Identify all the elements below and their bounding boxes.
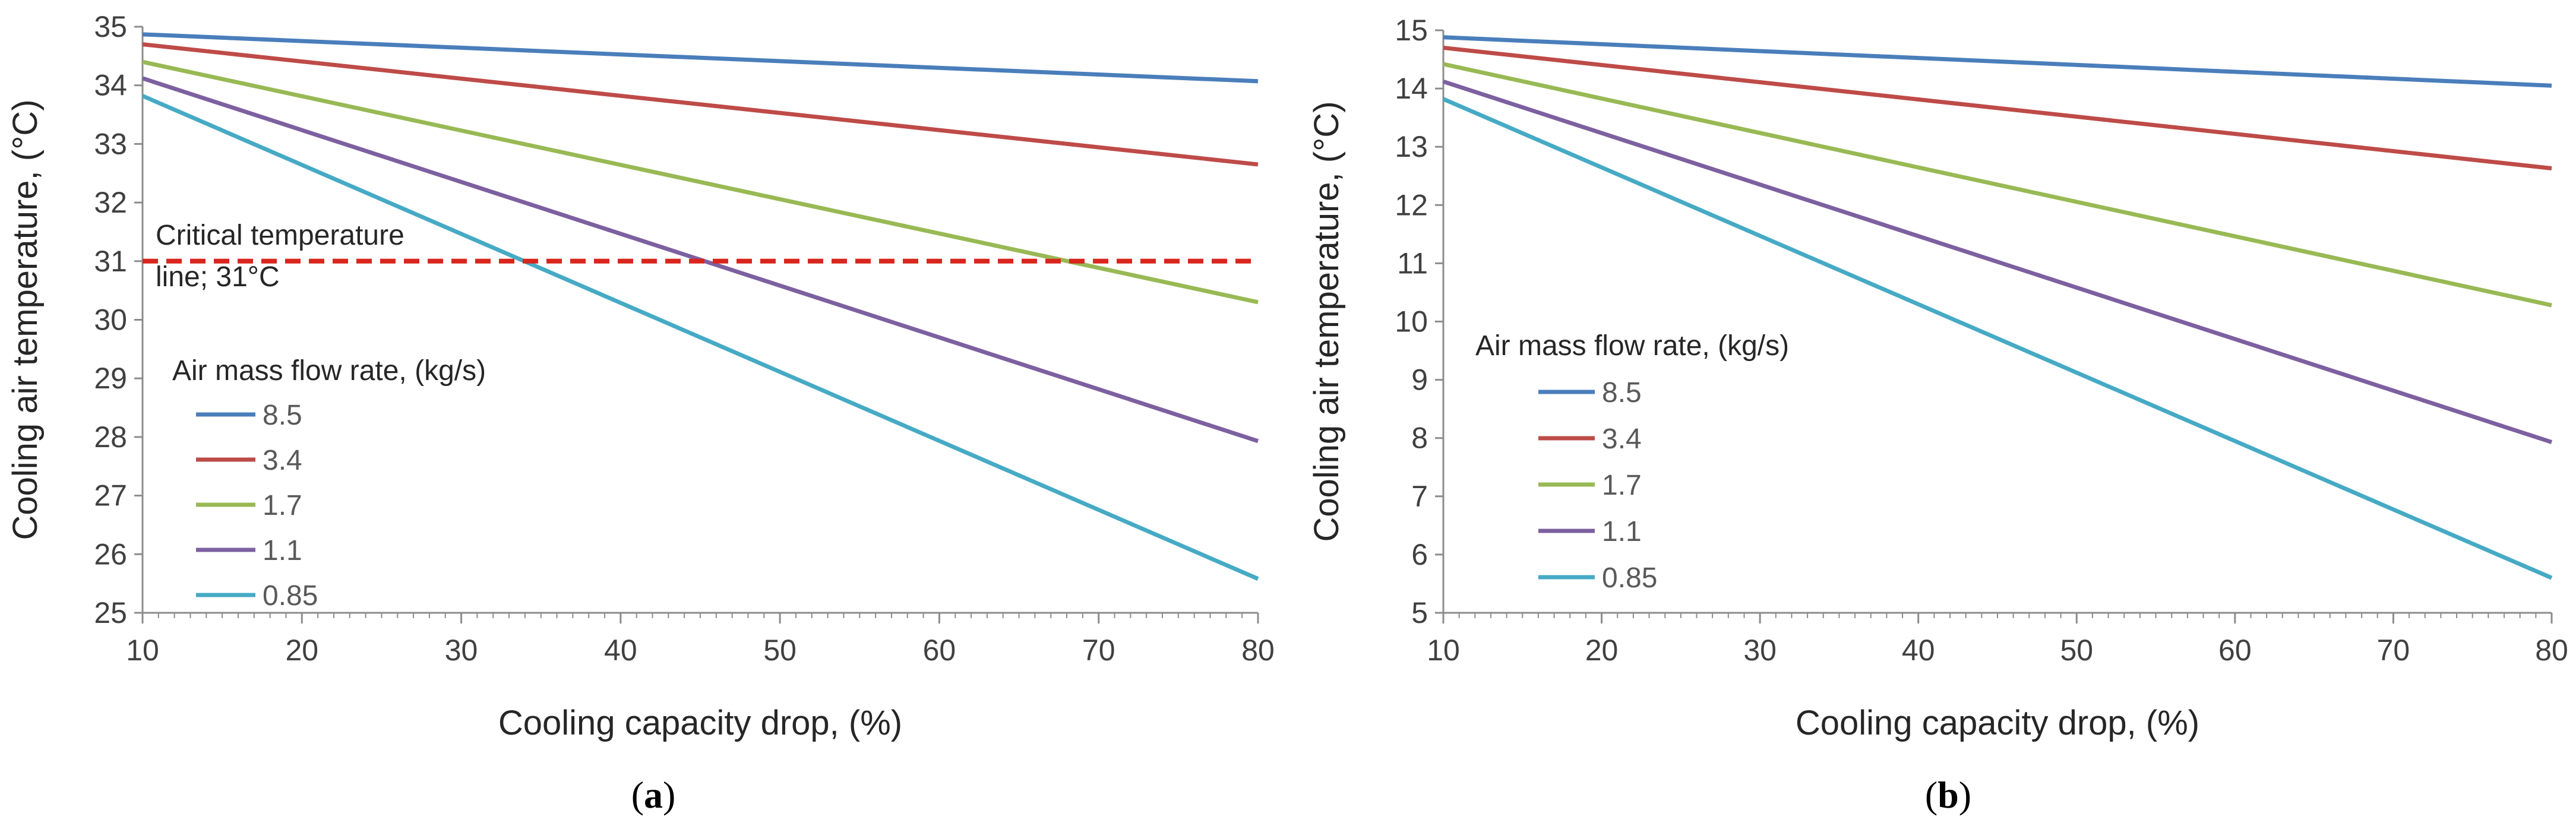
chart-panel-b: 5 6 7 8 9 10 11 12 13 14 15 10 20 30 40 50 60 70 80 Cooling… bbox=[1307, 14, 2568, 816]
series-line-1-7 bbox=[1443, 62, 2552, 308]
x-tick-label: 30 bbox=[1743, 634, 1777, 667]
legend-label-1-1: 1.1 bbox=[1602, 516, 1642, 547]
legend-label-0-85: 0.85 bbox=[263, 580, 318, 612]
x-tick-label: 70 bbox=[2377, 634, 2410, 667]
y-tick-label: 29 bbox=[94, 362, 127, 395]
x-tick-label: 10 bbox=[1427, 634, 1460, 667]
series-line-1-7 bbox=[142, 59, 1259, 305]
y-tick-label: 12 bbox=[1395, 188, 1428, 221]
legend-title: Air mass flow rate, (kg/s) bbox=[172, 355, 486, 387]
y-tick-label: 28 bbox=[94, 420, 127, 454]
y-tick-label: 33 bbox=[94, 127, 127, 160]
series-line-1-1 bbox=[1442, 79, 2553, 444]
annotation-line-1: Critical temperature bbox=[156, 220, 404, 251]
legend-label-1-7: 1.7 bbox=[263, 490, 302, 521]
y-tick-label: 31 bbox=[94, 245, 127, 278]
x-tick-label: 40 bbox=[1902, 634, 1935, 667]
legend-label-1-7: 1.7 bbox=[1602, 470, 1642, 501]
series-line-0-85 bbox=[1442, 97, 2553, 580]
y-tick-label: 30 bbox=[94, 303, 127, 337]
x-tick-label: 50 bbox=[763, 634, 796, 667]
chart-panel-a: 25 26 27 28 29 30 31 32 33 34 35 10 20 30 40 50 60 70 80 Co… bbox=[6, 10, 1275, 816]
y-tick-label: 10 bbox=[1395, 305, 1428, 338]
x-tick-label: 10 bbox=[126, 634, 159, 667]
y-tick-label: 25 bbox=[94, 596, 127, 629]
x-tick-label: 80 bbox=[1241, 634, 1275, 667]
y-tick-label: 13 bbox=[1395, 130, 1428, 163]
y-tick-label: 35 bbox=[94, 10, 127, 43]
legend: Air mass flow rate, (kg/s) 8.5 3.4 1.7 1.1 0.… bbox=[1475, 330, 1789, 594]
legend-title: Air mass flow rate, (kg/s) bbox=[1475, 330, 1789, 362]
x-tick-label: 40 bbox=[604, 634, 637, 667]
x-axis-title: Cooling capacity drop, (%) bbox=[498, 704, 902, 742]
legend-label-0-85: 0.85 bbox=[1602, 562, 1657, 594]
panel-caption: (b) bbox=[1925, 774, 1971, 816]
x-tick-label: 20 bbox=[285, 634, 318, 667]
x-axis-title: Cooling capacity drop, (%) bbox=[1796, 704, 2199, 742]
x-tick-label: 60 bbox=[2218, 634, 2252, 667]
y-tick-label: 9 bbox=[1411, 363, 1428, 397]
y-tick-label: 5 bbox=[1411, 596, 1428, 629]
y-tick-label: 26 bbox=[94, 537, 127, 571]
y-tick-label: 6 bbox=[1411, 538, 1428, 571]
series-line-3-4 bbox=[142, 42, 1259, 167]
y-tick-label: 15 bbox=[1395, 14, 1428, 47]
y-tick-label: 8 bbox=[1411, 422, 1428, 455]
series-line-0-85 bbox=[141, 94, 1259, 581]
y-tick-label: 34 bbox=[94, 69, 127, 102]
y-tick-label: 27 bbox=[94, 479, 127, 512]
legend-label-1-1: 1.1 bbox=[263, 535, 302, 567]
x-tick-label: 60 bbox=[923, 634, 956, 667]
series-line-8-5 bbox=[1443, 35, 2552, 88]
x-tick-label: 80 bbox=[2535, 634, 2568, 667]
legend-label-8-5: 8.5 bbox=[263, 400, 302, 431]
y-tick-label: 7 bbox=[1411, 480, 1428, 513]
legend-label-3-4: 3.4 bbox=[1602, 423, 1642, 455]
y-axis-title: Cooling air temperature, (°C) bbox=[6, 99, 45, 540]
y-tick-label: 11 bbox=[1397, 246, 1428, 280]
x-tick-label: 20 bbox=[1585, 634, 1619, 667]
series-line-8-5 bbox=[142, 32, 1259, 84]
series-line-3-4 bbox=[1443, 45, 2552, 170]
y-tick-label: 14 bbox=[1395, 72, 1428, 105]
x-tick-label: 30 bbox=[445, 634, 478, 667]
legend: Air mass flow rate, (kg/s) 8.5 3.4 1.7 1.1 0.… bbox=[172, 355, 486, 612]
y-axis-title: Cooling air temperature, (°C) bbox=[1307, 101, 1346, 542]
legend-label-8-5: 8.5 bbox=[1602, 377, 1642, 409]
y-tick-label: 32 bbox=[94, 186, 127, 219]
panel-caption: (a) bbox=[631, 774, 676, 816]
x-tick-label: 70 bbox=[1082, 634, 1115, 667]
x-tick-label: 50 bbox=[2060, 634, 2093, 667]
annotation-line-2: line; 31°C bbox=[156, 261, 280, 293]
legend-label-3-4: 3.4 bbox=[263, 445, 302, 476]
